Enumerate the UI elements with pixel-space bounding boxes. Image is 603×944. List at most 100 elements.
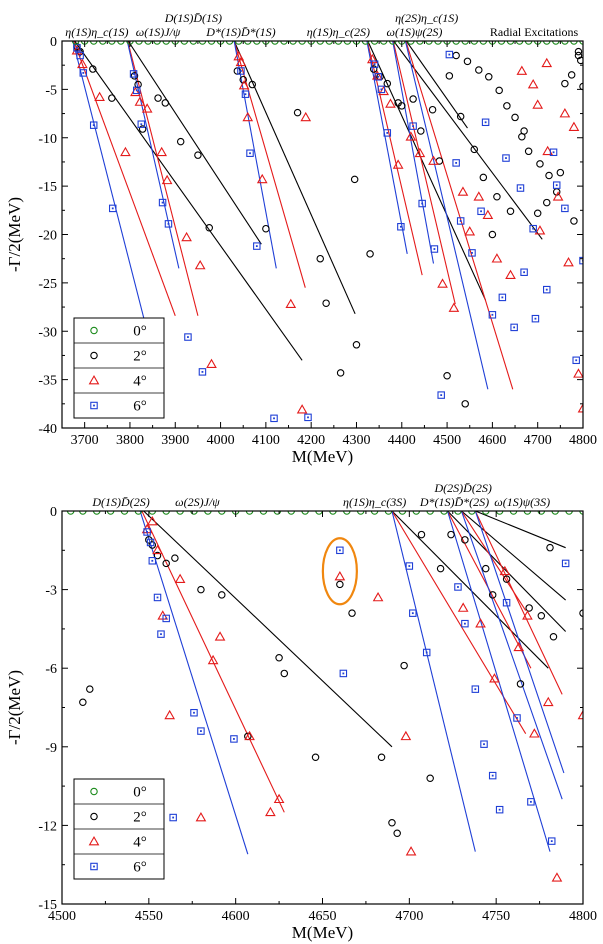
data-point	[397, 223, 405, 231]
data-point	[241, 90, 250, 98]
data-point	[461, 41, 469, 45]
data-point	[89, 65, 97, 73]
data-point	[398, 102, 406, 110]
legend-marker	[90, 326, 98, 335]
data-point-center	[200, 730, 202, 732]
legend-marker	[90, 351, 98, 360]
data-point	[180, 41, 189, 45]
y-tick-label: -30	[38, 325, 57, 340]
y-tick-label: -6	[45, 662, 57, 677]
trajectory-line	[392, 41, 435, 264]
data-point	[502, 154, 510, 162]
data-point-center	[425, 651, 428, 654]
data-point	[148, 511, 157, 515]
data-point	[153, 41, 161, 45]
data-point	[370, 60, 379, 68]
trajectory-line	[72, 41, 148, 332]
trajectory-line	[404, 41, 489, 390]
data-point	[134, 96, 146, 106]
data-point	[336, 580, 344, 589]
trajectory-line	[460, 511, 527, 611]
data-point	[552, 181, 561, 189]
data-point	[73, 44, 81, 52]
data-point	[242, 111, 254, 122]
data-point	[301, 511, 309, 515]
trajectory-line	[143, 511, 393, 748]
legend-marker	[88, 835, 100, 846]
y-tick-label: -12	[38, 819, 57, 834]
data-point-center	[433, 248, 436, 250]
trajectory-line	[367, 41, 487, 301]
data-point	[551, 872, 563, 882]
data-point-center	[342, 672, 345, 675]
data-point	[184, 333, 192, 341]
legend-label: 4°	[133, 835, 147, 851]
data-point	[350, 175, 359, 184]
data-point	[366, 250, 374, 258]
data-point	[510, 323, 518, 332]
data-point	[532, 99, 544, 109]
data-point	[304, 413, 312, 422]
data-point	[559, 108, 571, 118]
data-point	[470, 41, 479, 45]
data-point	[190, 511, 198, 515]
data-point	[92, 511, 101, 515]
x-tick-label: 4800	[569, 909, 597, 924]
legend-marker-center	[93, 404, 95, 407]
data-point-center	[111, 207, 114, 210]
data-point	[561, 559, 570, 568]
data-point	[176, 511, 184, 515]
legend-marker	[90, 862, 98, 871]
data-point	[134, 80, 142, 89]
data-point	[164, 709, 176, 720]
data-point	[565, 511, 573, 515]
legend: 0° 2° 4° 6°	[73, 317, 165, 419]
data-point	[343, 41, 352, 45]
data-point	[516, 65, 528, 75]
data-point	[137, 120, 146, 128]
data-point	[520, 268, 528, 276]
x-axis-label: M(MeV)	[292, 923, 353, 942]
x-tick-label: 4500	[48, 909, 76, 924]
data-point	[169, 813, 177, 822]
data-point	[162, 511, 170, 515]
data-point	[383, 129, 392, 137]
data-point	[561, 204, 569, 213]
data-point	[356, 511, 365, 515]
data-point	[369, 65, 378, 73]
data-point	[493, 193, 501, 201]
data-point	[153, 593, 162, 602]
data-point	[488, 230, 497, 239]
data-point-center	[160, 633, 162, 636]
data-point	[230, 735, 238, 743]
data-point	[280, 669, 289, 678]
threshold-label: D(2S)D̄(2S)	[434, 481, 492, 495]
data-point-center	[149, 541, 152, 544]
data-point	[256, 173, 268, 184]
data-point	[422, 648, 431, 657]
data-point	[148, 557, 157, 565]
data-point	[174, 573, 186, 583]
data-point-center	[140, 123, 143, 126]
data-point	[568, 121, 580, 131]
threshold-label: D*(1S)D̄*(2S)	[419, 495, 489, 509]
legend-marker	[90, 787, 98, 796]
data-point	[298, 41, 306, 45]
data-point	[71, 41, 80, 45]
data-point	[117, 41, 125, 45]
data-point	[545, 171, 553, 180]
data-point-center	[484, 121, 487, 124]
data-point	[549, 633, 558, 641]
x-tick-label: 3700	[71, 433, 99, 448]
data-point	[106, 511, 115, 515]
data-point-center	[501, 296, 504, 299]
x-tick-label: 4750	[482, 909, 510, 924]
data-point-center	[505, 601, 508, 604]
x-tick-label: 4700	[395, 909, 423, 924]
data-point	[108, 94, 116, 102]
data-point	[325, 41, 334, 45]
data-point	[108, 41, 116, 45]
data-point	[79, 69, 88, 77]
data-point	[270, 414, 278, 423]
data-point	[570, 41, 578, 45]
